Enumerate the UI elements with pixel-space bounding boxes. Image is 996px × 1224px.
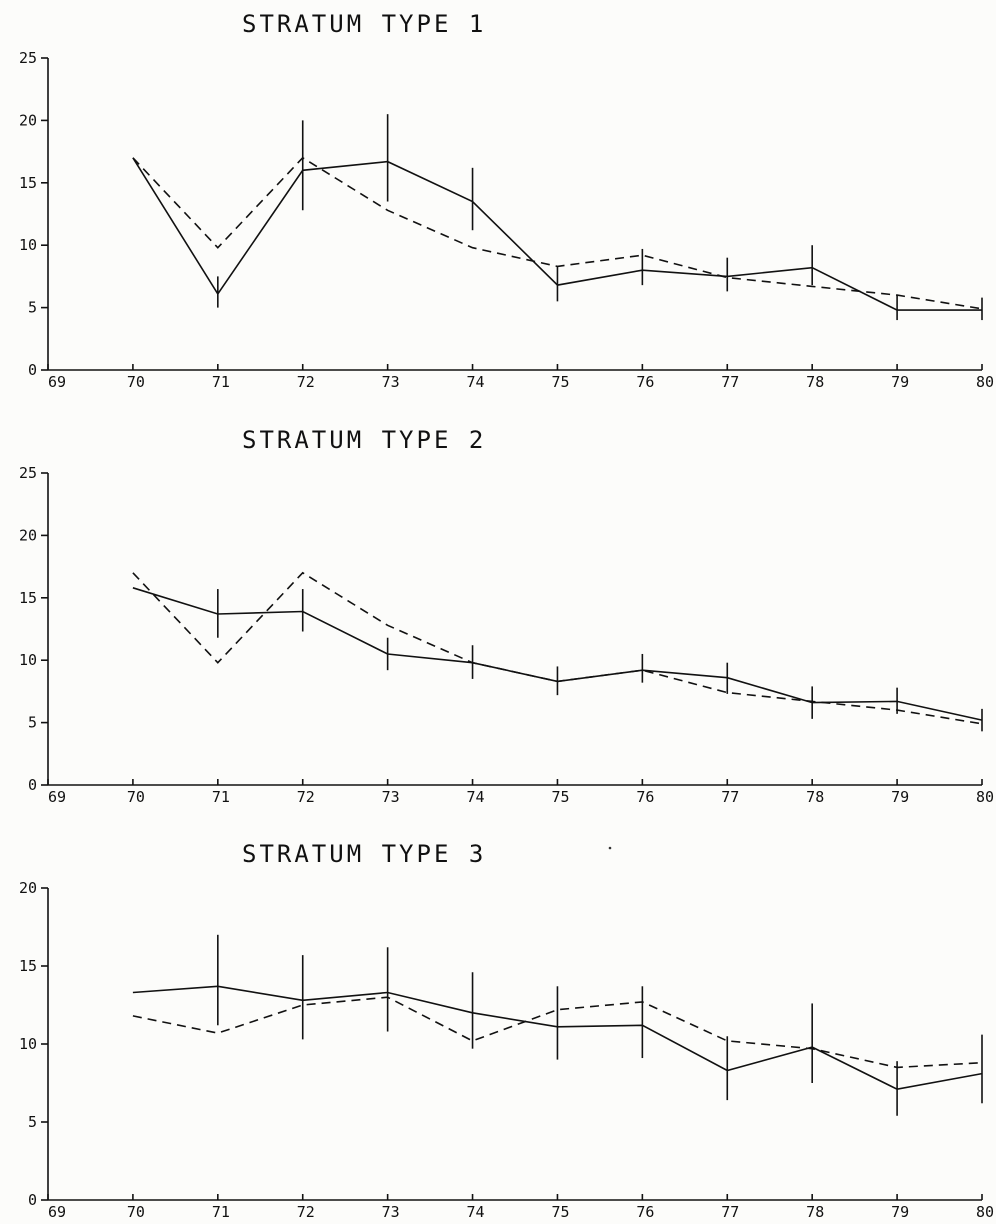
x-tick-label: 73: [382, 788, 400, 806]
x-tick-label: 73: [382, 1203, 400, 1221]
x-tick-label: 75: [551, 788, 569, 806]
x-tick-label: 70: [127, 373, 145, 391]
x-tick-label: 78: [806, 373, 824, 391]
y-tick-label: 10: [19, 651, 37, 669]
x-tick-label: 79: [891, 373, 909, 391]
x-tick-label: 74: [467, 788, 485, 806]
x-tick-label: 76: [636, 1203, 654, 1221]
chart-title: STRATUM TYPE 3: [242, 840, 486, 868]
x-tick-label: 74: [467, 373, 485, 391]
y-tick-label: 25: [19, 464, 37, 482]
dashed-series-line: [132, 571, 983, 725]
x-tick-label: 80: [976, 1203, 994, 1221]
y-tick-label: 5: [28, 299, 37, 317]
x-tick-label: 74: [467, 1203, 485, 1221]
y-tick-label: 25: [19, 49, 37, 67]
x-tick-label: 79: [891, 788, 909, 806]
chart-panel-2: STRATUM TYPE 2 0 5 10 15 20 25 69 70 71 72 73 74 75 76…: [19, 426, 994, 806]
x-tick-label: 78: [806, 788, 824, 806]
x-tick-label: 71: [212, 373, 230, 391]
y-tick-label: 0: [28, 361, 37, 379]
x-tick-label: 73: [382, 373, 400, 391]
x-tick-label: 69: [48, 788, 66, 806]
x-tick-label: 77: [721, 373, 739, 391]
x-tick-label: 76: [636, 373, 654, 391]
x-tick-label: 78: [806, 1203, 824, 1221]
x-tick-label: 69: [48, 373, 66, 391]
x-tick-label: 69: [48, 1203, 66, 1221]
x-tick-label: 72: [297, 373, 315, 391]
x-tick-label: 80: [976, 373, 994, 391]
y-tick-label: 10: [19, 236, 37, 254]
x-tick-label: 70: [127, 1203, 145, 1221]
x-tick-label: 75: [551, 373, 569, 391]
x-tick-label: 72: [297, 788, 315, 806]
solid-series-line: [132, 587, 983, 721]
y-tick-label: 20: [19, 111, 37, 129]
y-tick-label: 10: [19, 1035, 37, 1053]
x-tick-label: 77: [721, 788, 739, 806]
dashed-series-line: [132, 996, 983, 1069]
x-tick-label: 80: [976, 788, 994, 806]
x-tick-label: 79: [891, 1203, 909, 1221]
x-tick-label: 76: [636, 788, 654, 806]
chart-title: STRATUM TYPE 2: [242, 426, 486, 454]
chart-panel-1: STRATUM TYPE 1 0 5 10 15 20 25 69 70 71 72 73 74 75 76…: [19, 10, 994, 391]
x-tick-label: 70: [127, 788, 145, 806]
chart-panel-3: STRATUM TYPE 3 0 5 10 15 20 69 70 71 72 73 74 75 76 77…: [19, 840, 994, 1221]
y-tick-label: 5: [28, 1113, 37, 1131]
y-tick-label: 15: [19, 174, 37, 192]
dashed-series-line: [132, 156, 983, 310]
y-tick-label: 20: [19, 526, 37, 544]
x-tick-label: 77: [721, 1203, 739, 1221]
x-tick-label: 71: [212, 788, 230, 806]
x-tick-label: 75: [551, 1203, 569, 1221]
y-tick-label: 15: [19, 957, 37, 975]
y-tick-label: 0: [28, 1191, 37, 1209]
y-tick-label: 0: [28, 776, 37, 794]
x-tick-label: 72: [297, 1203, 315, 1221]
scan-speck: [608, 846, 612, 850]
y-tick-label: 20: [19, 879, 37, 897]
y-tick-label: 15: [19, 589, 37, 607]
y-tick-label: 5: [28, 714, 37, 732]
chart-title: STRATUM TYPE 1: [242, 10, 486, 38]
x-tick-label: 71: [212, 1203, 230, 1221]
